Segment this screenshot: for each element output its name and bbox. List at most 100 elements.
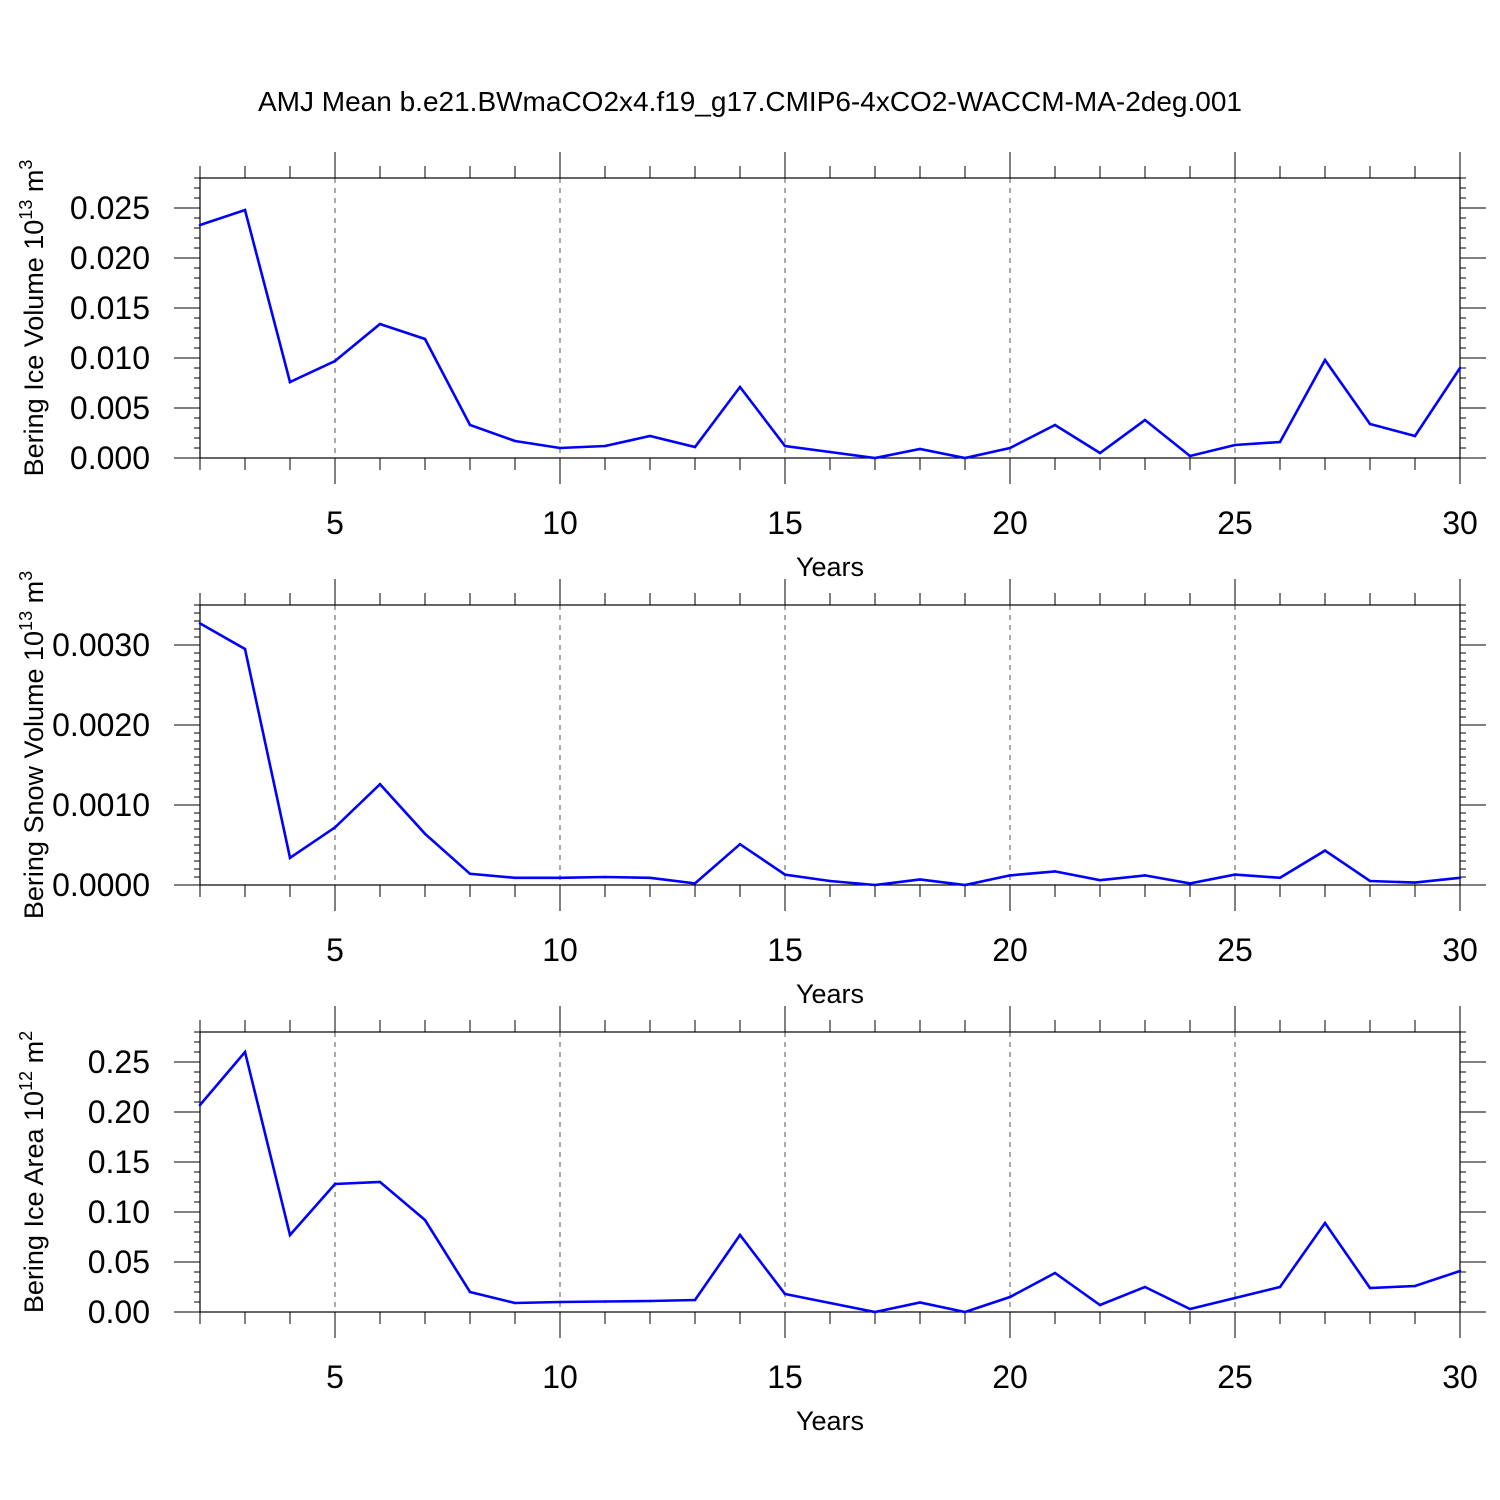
data-point — [648, 434, 652, 438]
data-point — [1143, 874, 1147, 877]
x-tick-label: 20 — [992, 505, 1028, 541]
data-point — [1323, 1221, 1327, 1225]
plot-frame — [199, 604, 1461, 886]
data-point — [693, 882, 697, 885]
data-point — [963, 883, 967, 887]
x-tick-label: 25 — [1217, 1359, 1253, 1395]
data-point — [1008, 874, 1012, 877]
data-point — [198, 1103, 202, 1107]
x-tick-label: 20 — [992, 932, 1028, 968]
x-axis-label: Years — [796, 1406, 864, 1436]
plot-frame — [199, 177, 1461, 459]
data-point — [1413, 434, 1417, 438]
data-point — [783, 1292, 787, 1296]
data-point — [513, 1301, 517, 1305]
data-point — [873, 883, 877, 887]
data-point — [423, 337, 427, 341]
data-point — [783, 873, 787, 876]
data-point — [1233, 1296, 1237, 1300]
data-point — [513, 439, 517, 443]
data-point — [423, 832, 427, 836]
data-point — [1233, 873, 1237, 876]
figure-title: AMJ Mean b.e21.BWmaCO2x4.f19_g17.CMIP6-4… — [258, 86, 1242, 117]
data-point — [378, 322, 382, 326]
data-point — [288, 380, 292, 384]
data-point — [378, 1180, 382, 1184]
y-tick-label: 0.000 — [70, 440, 150, 476]
x-axis-label: Years — [796, 979, 864, 1009]
y-tick-label: 0.015 — [70, 290, 150, 326]
data-point — [468, 423, 472, 427]
data-point — [603, 1300, 607, 1303]
x-tick-label: 10 — [542, 505, 578, 541]
data-point — [738, 1233, 742, 1237]
y-tick-label: 0.20 — [88, 1094, 150, 1130]
y-tick-label: 0.15 — [88, 1144, 150, 1180]
x-tick-label: 20 — [992, 1359, 1028, 1395]
y-axis-label: Bering Snow Volume 1013 m3 — [16, 571, 49, 919]
data-point — [1008, 446, 1012, 450]
data-point — [333, 359, 337, 363]
data-point — [1278, 440, 1282, 444]
data-point — [243, 1050, 247, 1054]
data-point — [1053, 423, 1057, 427]
data-point — [828, 879, 832, 883]
data-point — [198, 622, 202, 625]
y-tick-label: 0.0030 — [52, 627, 150, 663]
panel-snow-volume: 5 10 15 20 25 30 Years 0.0000 0.0010 0.0020 0.0030… — [16, 571, 1486, 1009]
data-point — [1323, 849, 1327, 852]
y-tick-label: 0.010 — [70, 340, 150, 376]
data-point — [873, 456, 877, 460]
data-point — [738, 385, 742, 389]
data-point — [288, 856, 292, 860]
data-point — [603, 444, 607, 448]
data-point — [1413, 1284, 1417, 1288]
data-point — [1233, 443, 1237, 447]
data-point — [918, 1301, 922, 1304]
series-line — [199, 1049, 1461, 1314]
data-point — [558, 446, 562, 450]
data-point — [603, 875, 607, 879]
y-axis-label: Bering Ice Area 1012 m2 — [16, 1031, 49, 1313]
y-tick-label: 0.0010 — [52, 787, 150, 823]
series-line — [199, 622, 1461, 887]
data-point — [1188, 1307, 1192, 1311]
data-point — [963, 1310, 967, 1314]
x-tick-label: 15 — [767, 505, 803, 541]
y-tick-label: 0.00 — [88, 1294, 150, 1330]
x-tick-label: 5 — [326, 505, 344, 541]
data-point — [558, 1300, 562, 1304]
x-tick-label: 25 — [1217, 505, 1253, 541]
data-point — [1368, 1286, 1372, 1290]
data-point — [333, 1182, 337, 1186]
data-point — [513, 876, 517, 880]
x-tick-label: 15 — [767, 932, 803, 968]
data-point — [918, 447, 922, 451]
data-point — [468, 1290, 472, 1294]
data-point — [198, 223, 202, 227]
x-tick-label: 30 — [1442, 505, 1478, 541]
y-tick-label: 0.025 — [70, 190, 150, 226]
x-tick-label: 30 — [1442, 1359, 1478, 1395]
data-point — [1053, 870, 1057, 873]
data-point — [1143, 1285, 1147, 1289]
data-point — [378, 782, 382, 786]
data-point — [738, 842, 742, 846]
data-point — [1188, 454, 1192, 458]
x-tick-label: 30 — [1442, 932, 1478, 968]
x-tick-label: 15 — [767, 1359, 803, 1395]
data-point — [288, 1233, 292, 1237]
data-point — [1368, 879, 1372, 883]
data-point — [693, 1298, 697, 1302]
data-point — [1143, 418, 1147, 422]
data-point — [963, 456, 967, 460]
y-tick-label: 0.0020 — [52, 707, 150, 743]
y-tick-label: 0.25 — [88, 1044, 150, 1080]
data-point — [1188, 882, 1192, 885]
data-point — [1278, 1285, 1282, 1289]
data-point — [783, 444, 787, 448]
data-point — [1323, 358, 1327, 362]
y-tick-label: 0.005 — [70, 390, 150, 426]
data-point — [1458, 876, 1462, 880]
